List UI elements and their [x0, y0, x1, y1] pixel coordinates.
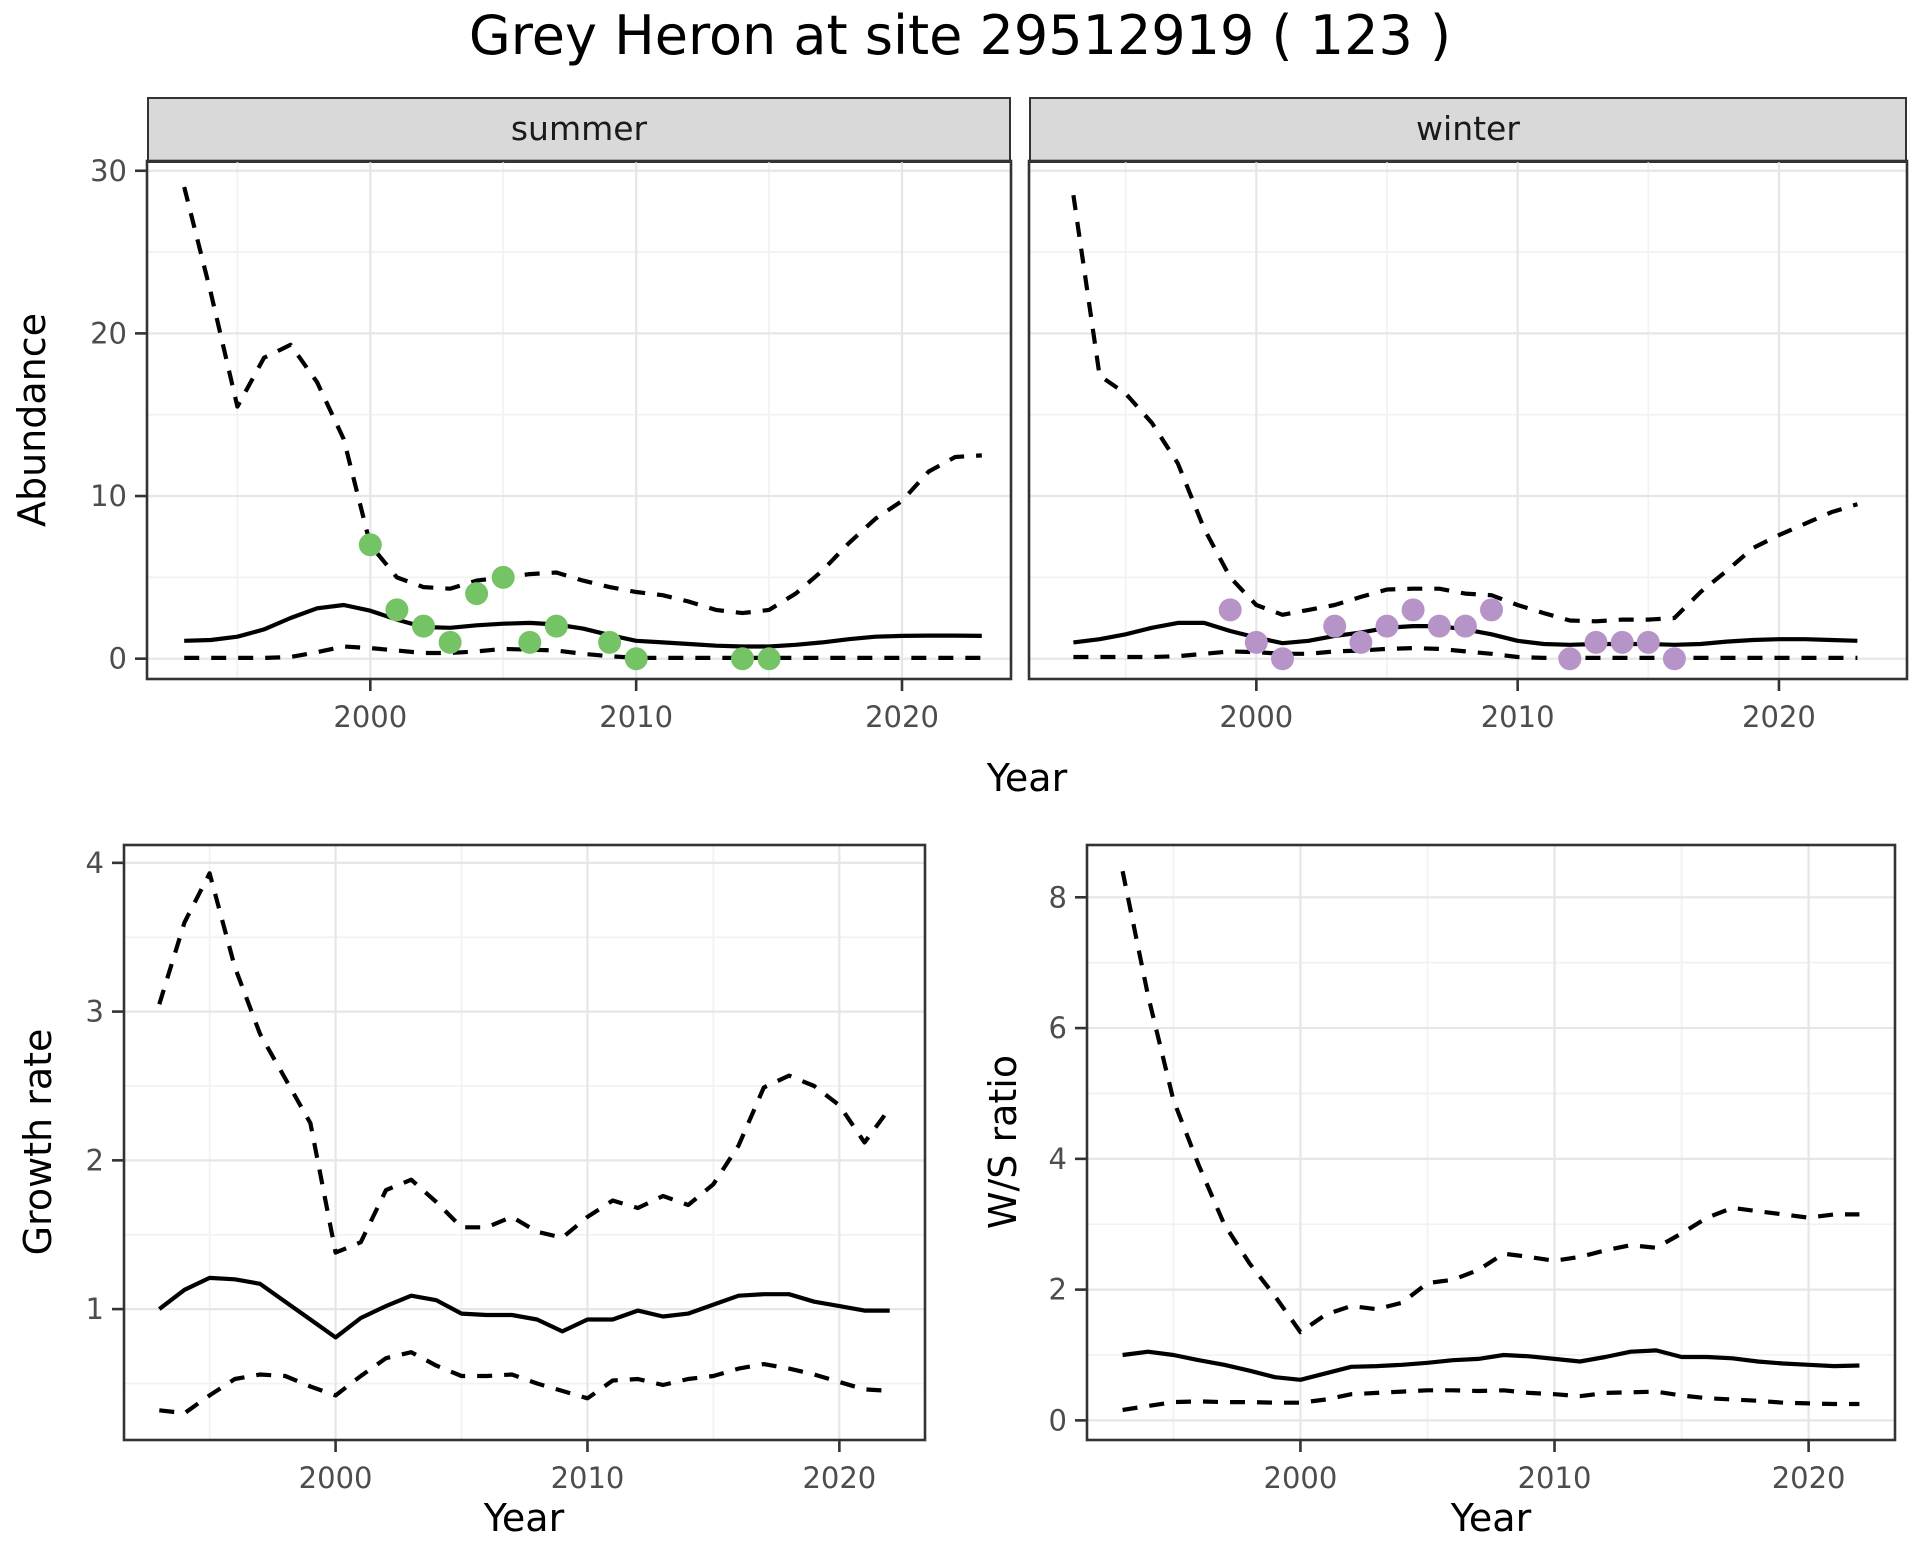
x-axis-title-year-bottom-right: Year: [1450, 1496, 1532, 1540]
x-tick-label: 2010: [1481, 700, 1555, 734]
x-tick-label: 2010: [599, 700, 673, 734]
data-point-observed-counts-winter: [1349, 630, 1373, 654]
y-tick-label: 2: [86, 1143, 104, 1177]
x-tick-label: 2000: [1264, 1461, 1338, 1495]
growth-rate-median-line: [158, 1275, 890, 1340]
data-point-observed-counts-summer: [757, 647, 781, 671]
x-tick-label: 2000: [333, 700, 407, 734]
growth-rate-upper_ci-line: [157, 871, 892, 1255]
ws-ratio-median-line: [1122, 1348, 1860, 1382]
data-point-observed-counts-winter: [1401, 598, 1425, 622]
x-tick-label: 2010: [551, 1461, 625, 1495]
data-point-observed-counts-winter: [1662, 647, 1686, 671]
y-tick-label: 0: [1049, 1403, 1067, 1437]
ws-ratio-lower_ci-line: [1122, 1388, 1860, 1412]
x-tick-label: 2010: [1518, 1461, 1592, 1495]
y-axis-title-growth-rate: Growth rate: [16, 1028, 60, 1256]
data-point-observed-counts-summer: [518, 630, 542, 654]
facet-strip-summer-label: summer: [510, 109, 648, 148]
panel-growth-rate: 2000 2010 2020 1 2 3 4: [86, 843, 927, 1495]
panel-abundance-winter: 2000 2010 2020: [1027, 159, 1909, 734]
data-point-observed-counts-summer: [438, 630, 462, 654]
abundance-summer-upper_ci-line: [182, 186, 982, 616]
data-point-observed-counts-summer: [412, 614, 435, 638]
data-point-observed-counts-summer: [544, 614, 568, 638]
x-tick-label: 2020: [865, 700, 939, 734]
x-axis-title-year-top: Year: [986, 756, 1068, 800]
abundance-summer-lower_ci-line: [184, 644, 982, 661]
abundance-winter-lower_ci-line: [1073, 645, 1858, 661]
y-tick-label: 6: [1049, 1011, 1067, 1045]
data-point-observed-counts-winter: [1480, 598, 1503, 622]
y-axis-title-abundance: Abundance: [10, 312, 54, 528]
data-point-observed-counts-winter: [1558, 647, 1582, 671]
data-point-observed-counts-summer: [598, 630, 622, 654]
x-tick-label: 2020: [1742, 700, 1816, 734]
y-tick-label: 1: [86, 1292, 104, 1326]
y-tick-label: 0: [109, 642, 127, 676]
abundance-winter-upper_ci-line: [1071, 194, 1859, 624]
data-point-observed-counts-summer: [358, 533, 382, 557]
facet-strip-summer: summer: [147, 97, 1011, 163]
x-tick-label: 2000: [1219, 700, 1293, 734]
data-point-observed-counts-winter: [1271, 647, 1294, 671]
x-axis-title-year-bottom-left: Year: [483, 1496, 565, 1540]
x-tick-label: 2020: [1772, 1461, 1846, 1495]
y-tick-label: 20: [90, 316, 127, 350]
y-tick-label: 4: [1049, 1142, 1067, 1176]
data-point-observed-counts-summer: [491, 565, 515, 589]
panel-border: [1027, 159, 1909, 681]
y-tick-label: 8: [1049, 880, 1067, 914]
data-point-observed-counts-winter: [1244, 630, 1268, 654]
facet-strip-winter-label: winter: [1416, 109, 1520, 148]
page-title: Grey Heron at site 29512919 ( 123 ): [468, 4, 1452, 67]
panel-border: [145, 159, 1013, 681]
data-point-observed-counts-winter: [1610, 630, 1634, 654]
y-tick-label: 3: [86, 995, 104, 1029]
panel-abundance-summer: 2000 2010 2020 0 10 20 30: [90, 154, 1013, 734]
data-point-observed-counts-winter: [1427, 614, 1451, 638]
facet-strip-winter: winter: [1029, 97, 1907, 163]
panel-border: [122, 843, 927, 1442]
abundance-summer-median-line: [184, 602, 982, 649]
data-point-observed-counts-winter: [1323, 614, 1347, 638]
x-tick-label: 2000: [299, 1461, 373, 1495]
ws-ratio-upper_ci-line: [1120, 870, 1860, 1335]
x-tick-label: 2020: [802, 1461, 876, 1495]
y-tick-label: 10: [90, 479, 127, 513]
data-point-observed-counts-winter: [1375, 614, 1399, 638]
data-point-observed-counts-winter: [1636, 630, 1660, 654]
data-point-observed-counts-winter: [1218, 598, 1242, 622]
data-point-observed-counts-winter: [1584, 630, 1608, 654]
data-point-observed-counts-summer: [385, 598, 409, 622]
data-point-observed-counts-winter: [1453, 614, 1477, 638]
panel-border: [1085, 843, 1897, 1442]
y-tick-label: 2: [1049, 1273, 1067, 1307]
data-point-observed-counts-summer: [624, 647, 648, 671]
data-point-observed-counts-summer: [465, 582, 489, 606]
y-tick-label: 30: [90, 154, 127, 188]
growth-rate-lower_ci-line: [159, 1350, 890, 1416]
y-axis-title-ws-ratio: W/S ratio: [981, 1054, 1025, 1230]
panel-ws-ratio: 2000 2010 2020 0 2 4 6 8: [1049, 843, 1897, 1495]
data-point-observed-counts-summer: [731, 647, 754, 671]
y-tick-label: 4: [86, 846, 104, 880]
